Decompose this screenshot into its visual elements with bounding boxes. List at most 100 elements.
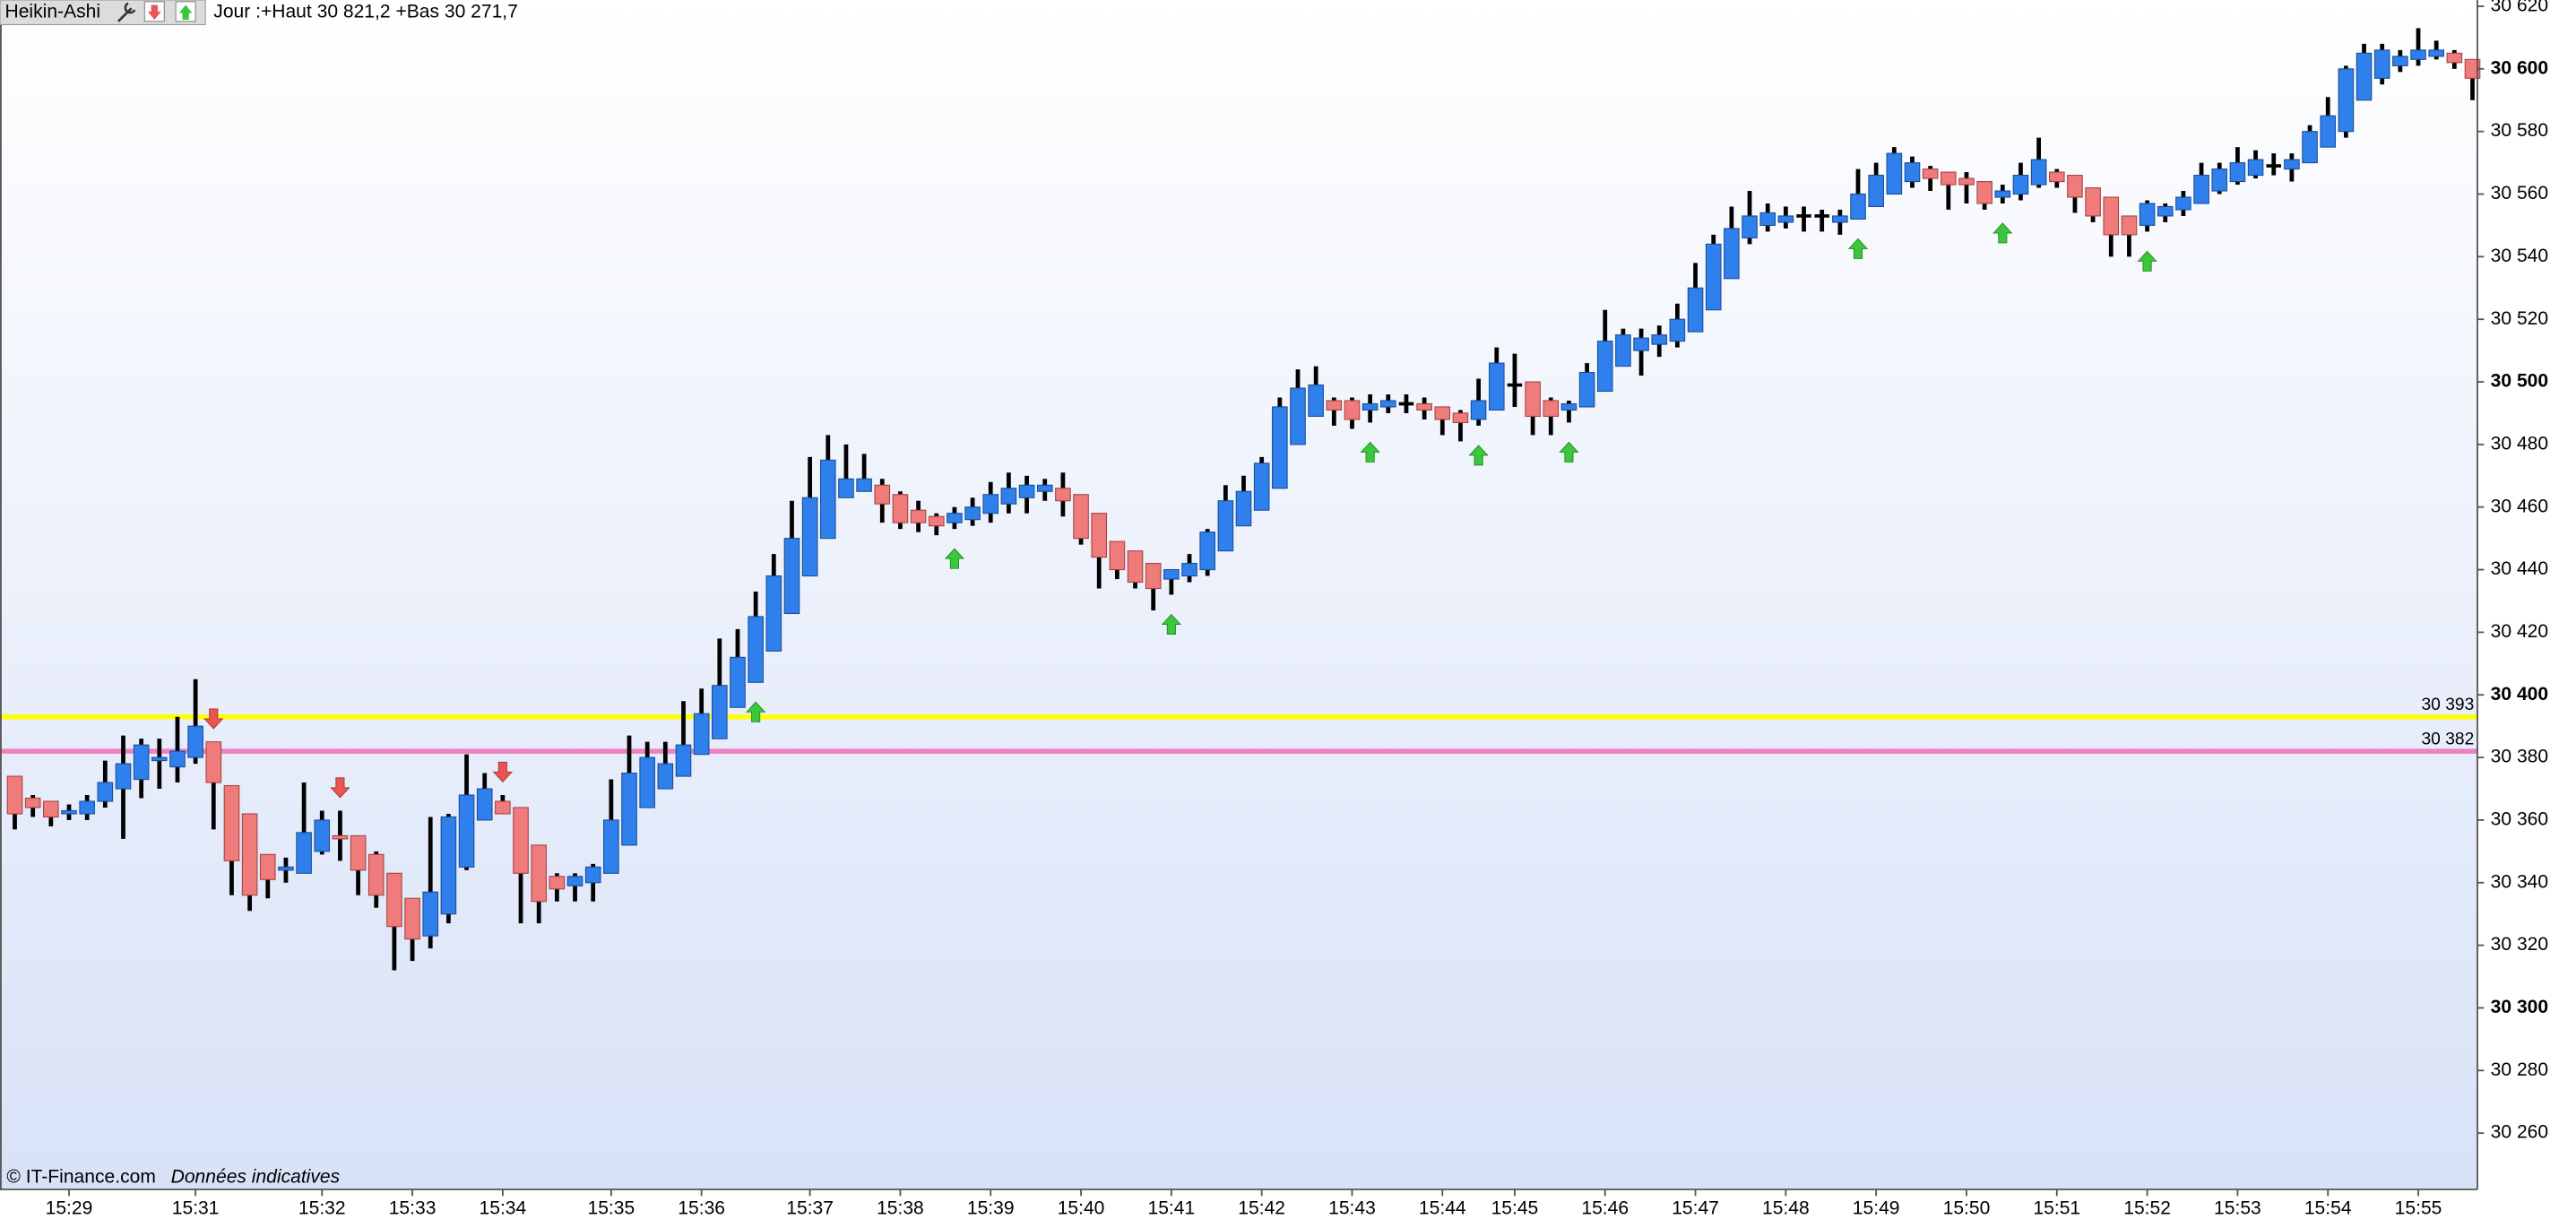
up-signal-toggle[interactable] — [175, 1, 196, 22]
candle-body — [964, 506, 981, 521]
candle-body — [2302, 131, 2318, 164]
candle-body — [1724, 228, 1740, 280]
candle-body — [2048, 171, 2065, 183]
candle-body — [1290, 387, 1306, 445]
candle-body — [1344, 400, 1361, 420]
candle-body — [1091, 513, 1108, 558]
candle-body — [1868, 175, 1884, 208]
candle-body — [2175, 196, 2191, 211]
y-tick-label: 30 300 — [2491, 997, 2548, 1017]
candle-body — [386, 872, 402, 928]
y-tick-label: 30 420 — [2491, 621, 2548, 642]
candle-body — [584, 866, 601, 884]
candle-body — [1109, 540, 1126, 571]
candle-body — [2392, 56, 2408, 66]
settings-icon[interactable] — [117, 2, 136, 22]
x-tick-label: 15:55 — [2395, 1198, 2442, 1219]
y-tick-label: 30 580 — [2491, 120, 2548, 141]
candle-body — [241, 813, 258, 896]
candle-body — [205, 741, 222, 783]
reference-label: 30 393 — [2421, 696, 2474, 714]
down-signal-toggle[interactable] — [143, 1, 165, 22]
candle-body — [495, 800, 511, 815]
x-tick-label: 15:29 — [46, 1198, 93, 1219]
x-tick-label: 15:38 — [877, 1198, 924, 1219]
candle-body — [296, 832, 312, 874]
candle-body — [1217, 500, 1234, 552]
candle-body — [223, 784, 240, 861]
candle-body — [947, 513, 963, 523]
candle-body — [819, 459, 836, 540]
candle-body — [2356, 52, 2373, 101]
candle-body — [1976, 180, 1993, 204]
candle-body — [1759, 212, 1776, 226]
candle-body — [1181, 563, 1197, 577]
y-tick-label: 30 400 — [2491, 684, 2548, 705]
x-tick-label: 15:52 — [2123, 1198, 2171, 1219]
candle-body — [151, 756, 168, 762]
candle-body — [2410, 49, 2426, 60]
y-tick-label: 30 440 — [2491, 558, 2548, 579]
candle-body — [314, 819, 331, 852]
candle-body — [278, 866, 294, 871]
y-tick-label: 30 460 — [2491, 496, 2548, 516]
candle-body — [2211, 169, 2228, 192]
sell-signal — [492, 761, 514, 783]
candle-body — [1127, 550, 1144, 584]
candle-body — [1253, 463, 1270, 511]
candle-body — [79, 800, 95, 815]
indicator-name: Heikin-Ashi — [5, 1, 101, 22]
candle-body — [1922, 169, 1939, 179]
candle-body — [856, 478, 872, 492]
y-tick-label: 30 280 — [2491, 1059, 2548, 1080]
x-tick-label: 15:45 — [1491, 1198, 1539, 1219]
candle-body — [1036, 484, 1053, 492]
y-tick-label: 30 540 — [2491, 246, 2548, 266]
candle-body — [603, 819, 619, 874]
candle-body — [115, 763, 132, 790]
y-tick-label: 30 360 — [2491, 808, 2548, 829]
x-tick-label: 15:37 — [786, 1198, 834, 1219]
candle-body — [1055, 488, 1071, 502]
buy-signal — [1161, 613, 1181, 635]
candle-body — [2428, 49, 2444, 57]
candle-body — [2446, 52, 2463, 64]
range-text: Jour :+Haut 30 821,2 +Bas 30 271,7 — [213, 1, 518, 22]
x-tick-label: 15:46 — [1581, 1198, 1629, 1219]
candle-body — [801, 497, 818, 577]
candle-body — [6, 775, 23, 815]
y-tick-label: 30 560 — [2491, 183, 2548, 203]
sell-signal — [203, 708, 224, 730]
x-tick-label: 15:35 — [587, 1198, 635, 1219]
candle-body — [2193, 175, 2209, 204]
candle-body — [928, 515, 945, 527]
candle-body — [350, 834, 367, 871]
x-tick-label: 15:42 — [1238, 1198, 1285, 1219]
y-tick-label: 30 480 — [2491, 433, 2548, 454]
buy-signal — [1559, 441, 1579, 463]
candle-body — [1488, 362, 1505, 411]
candle-body — [2103, 196, 2120, 236]
candle-body — [2085, 186, 2101, 217]
candle-body — [2247, 159, 2264, 177]
candle-body — [712, 685, 728, 739]
candle-body — [440, 816, 457, 915]
y-tick-label: 30 340 — [2491, 871, 2548, 892]
candle-body — [1742, 215, 1758, 238]
candle-body — [1145, 563, 1162, 590]
candle-body — [657, 763, 674, 790]
candle-body — [1687, 287, 1704, 333]
plot-area — [0, 0, 2478, 1190]
candle-body — [1777, 215, 1794, 223]
x-tick-label: 15:36 — [678, 1198, 725, 1219]
candle-body — [1633, 337, 1649, 351]
buy-signal — [1468, 445, 1489, 466]
candle-body — [332, 834, 349, 840]
candle-body — [910, 509, 927, 523]
candle-body — [892, 494, 909, 523]
x-tick-label: 15:41 — [1148, 1198, 1196, 1219]
toolbar-box — [0, 0, 206, 26]
candle-body — [549, 876, 566, 890]
